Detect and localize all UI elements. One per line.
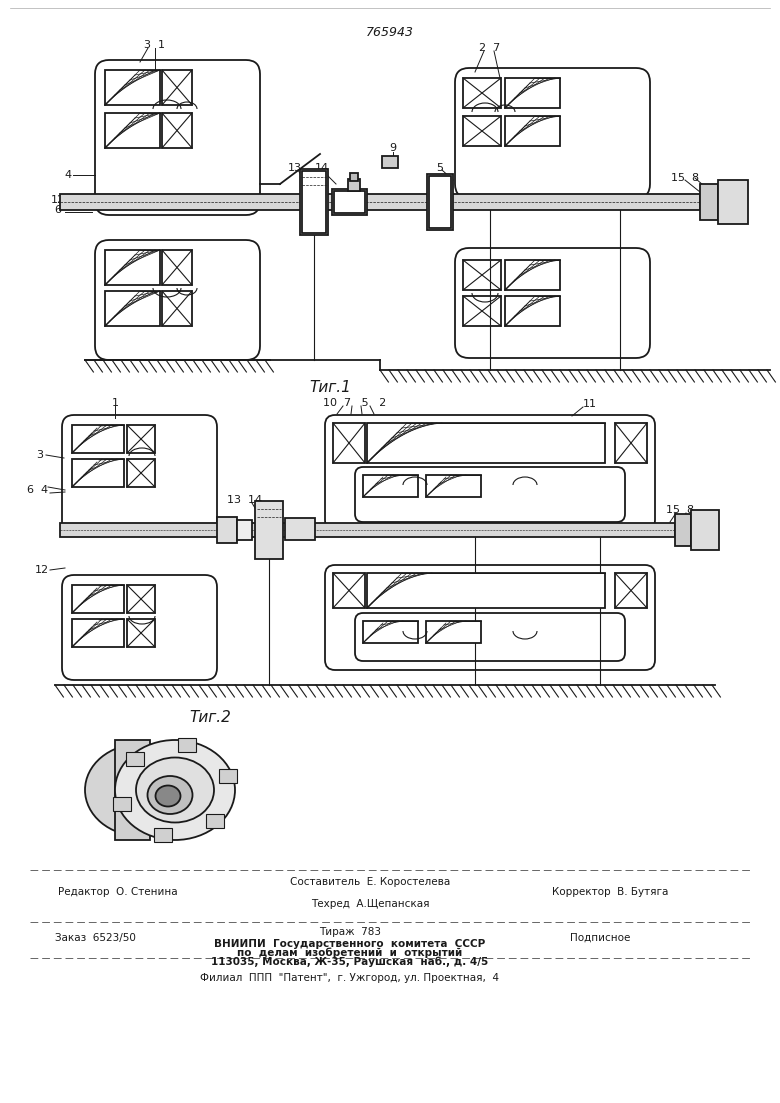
Bar (505, 78, 560, 108)
Bar (505, 116, 560, 146)
Bar (426, 475, 481, 497)
Bar (255, 501, 283, 559)
Bar (162, 250, 192, 285)
Ellipse shape (155, 785, 180, 806)
Bar (72, 459, 124, 488)
Text: ВНИИПИ  Государственного  комитета  СССР: ВНИИПИ Государственного комитета СССР (215, 939, 486, 949)
Bar (162, 69, 192, 105)
Text: 13  14: 13 14 (228, 495, 263, 505)
Bar (505, 296, 560, 326)
Bar (505, 260, 560, 290)
Bar (72, 425, 124, 453)
Bar (127, 425, 155, 453)
Polygon shape (178, 738, 197, 752)
Text: 2  7: 2 7 (480, 43, 501, 53)
Bar (105, 250, 160, 285)
Polygon shape (115, 740, 150, 840)
Bar (127, 459, 155, 488)
Text: 12: 12 (35, 565, 49, 575)
Bar (429, 176, 451, 228)
Bar (691, 510, 719, 550)
Bar (60, 523, 675, 537)
Bar (463, 260, 501, 290)
Bar (463, 296, 501, 326)
Text: Корректор  В. Бутяга: Корректор В. Бутяга (551, 887, 668, 897)
Bar (162, 113, 192, 148)
Ellipse shape (115, 740, 235, 840)
Text: Тираж  783: Тираж 783 (319, 927, 381, 938)
Polygon shape (154, 828, 172, 842)
Bar (363, 621, 418, 643)
Polygon shape (126, 752, 144, 765)
Text: Подписное: Подписное (570, 933, 630, 943)
Bar (333, 572, 365, 608)
Bar (105, 69, 160, 105)
Bar (675, 514, 691, 546)
Ellipse shape (85, 745, 195, 836)
Bar (463, 78, 501, 108)
Text: Τиг.2: Τиг.2 (189, 710, 231, 725)
Bar (367, 422, 605, 463)
Bar (217, 517, 237, 543)
Text: 10  7   5   2: 10 7 5 2 (324, 398, 387, 408)
Text: 5: 5 (437, 163, 444, 173)
Text: 13: 13 (288, 163, 302, 173)
Bar (105, 291, 160, 326)
Text: по  делам  изобретений  и  открытий: по делам изобретений и открытий (237, 947, 463, 959)
Text: 15  8: 15 8 (666, 505, 694, 515)
Bar (105, 113, 160, 148)
Bar (700, 184, 718, 219)
Text: Τиг.1: Τиг.1 (309, 381, 351, 395)
Bar (350, 173, 358, 181)
Ellipse shape (147, 777, 193, 814)
Text: 765943: 765943 (366, 25, 414, 39)
Bar (72, 619, 124, 647)
Polygon shape (207, 814, 225, 828)
Text: Техред  А.Щепанская: Техред А.Щепанская (310, 899, 429, 909)
Bar (60, 194, 700, 210)
Text: 14: 14 (315, 163, 329, 173)
Bar (426, 621, 481, 643)
Bar (333, 422, 365, 463)
Bar (718, 180, 748, 224)
Text: 12: 12 (51, 195, 65, 205)
Bar (363, 475, 418, 497)
Bar (162, 291, 192, 326)
Bar (332, 189, 367, 215)
Bar (334, 191, 365, 213)
Bar (463, 116, 501, 146)
Bar (72, 585, 124, 613)
Text: 6  4: 6 4 (27, 485, 48, 495)
Ellipse shape (136, 758, 214, 823)
Bar (127, 585, 155, 613)
Text: Редактор  О. Стенина: Редактор О. Стенина (58, 887, 178, 897)
Text: Составитель  Е. Коростелева: Составитель Е. Коростелева (290, 877, 450, 887)
Text: 1: 1 (112, 398, 119, 408)
Text: 15  8: 15 8 (671, 173, 699, 183)
Bar (302, 171, 326, 233)
Polygon shape (218, 770, 236, 783)
Bar (367, 572, 605, 608)
Text: 113035, Москва, Ж-35, Раушская  наб., д. 4/5: 113035, Москва, Ж-35, Раушская наб., д. … (211, 956, 488, 967)
Bar (615, 422, 647, 463)
Bar (382, 156, 398, 168)
Text: 11: 11 (583, 399, 597, 409)
Bar (127, 619, 155, 647)
Text: Заказ  6523/50: Заказ 6523/50 (55, 933, 136, 943)
Bar (427, 174, 453, 231)
Bar (348, 179, 360, 191)
Text: Филиал  ППП  "Патент",  г. Ужгород, ул. Проектная,  4: Филиал ППП "Патент", г. Ужгород, ул. Про… (200, 973, 499, 983)
Text: 3  1: 3 1 (144, 40, 165, 50)
Bar (237, 520, 252, 540)
Polygon shape (113, 796, 132, 811)
Bar (615, 572, 647, 608)
Bar (285, 518, 315, 540)
Text: 3: 3 (37, 450, 44, 460)
Text: 6: 6 (55, 205, 62, 215)
Bar (300, 169, 328, 235)
Text: 4: 4 (65, 170, 72, 180)
Text: 9: 9 (389, 143, 396, 153)
